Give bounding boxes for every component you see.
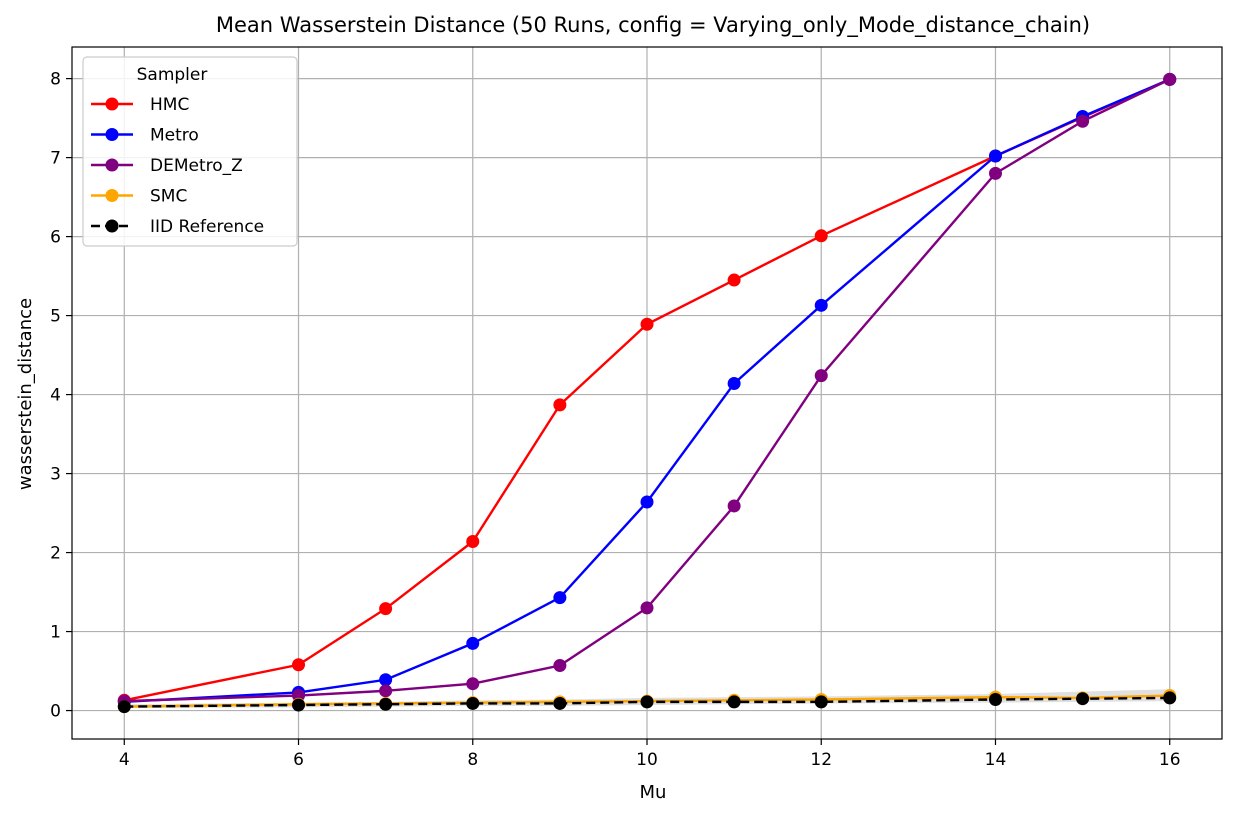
series-2-point [379, 684, 393, 698]
series-0-point [466, 535, 480, 549]
legend-item-2: DEMetro_Z [91, 156, 243, 176]
series-0-point [379, 602, 393, 616]
y-tick-label: 4 [50, 386, 61, 406]
series-2-point [640, 601, 654, 615]
series-1-point [553, 591, 567, 605]
y-tick-label: 7 [50, 149, 61, 169]
series-1-point [379, 673, 393, 687]
x-tick-label: 10 [636, 750, 658, 770]
series-2-point [988, 166, 1002, 180]
legend-box [82, 56, 298, 247]
chart-title: Mean Wasserstein Distance (50 Runs, conf… [216, 13, 1090, 38]
legend-label: SMC [150, 187, 187, 207]
y-axis-label: wasserstein_distance [15, 298, 36, 490]
series-0-point [292, 658, 306, 672]
y-tick-label: 0 [50, 702, 61, 722]
y-tick-label: 1 [50, 623, 61, 643]
series-2-point [466, 677, 480, 691]
x-tick-label: 12 [810, 750, 832, 770]
y-tick-label: 5 [50, 307, 61, 327]
series-2-point [1163, 72, 1177, 86]
series-0-point [727, 273, 741, 287]
x-tick-label: 16 [1159, 750, 1181, 770]
series-2 [117, 72, 1177, 708]
x-tick-label: 14 [985, 750, 1007, 770]
legend-title: Sampler [137, 65, 208, 85]
legend-item-3: SMC [91, 187, 187, 207]
x-tick-label: 4 [119, 750, 130, 770]
legend-item-1: Metro [91, 126, 199, 146]
legend-marker [105, 158, 119, 172]
series-1-point [814, 298, 828, 312]
series-0-point [553, 398, 567, 412]
legend-label: IID Reference [150, 217, 264, 237]
series-0-point [640, 317, 654, 331]
series-4-point [1076, 692, 1090, 706]
series-4-point [1163, 691, 1177, 705]
series-2-point [727, 499, 741, 513]
series-4-point [379, 697, 393, 711]
x-tick-label: 6 [293, 750, 304, 770]
series-4-point [640, 695, 654, 709]
series-4-point [292, 698, 306, 712]
series-4-point [988, 693, 1002, 707]
series-0-point [814, 229, 828, 243]
legend-marker [105, 97, 119, 111]
legend: Sampler HMC Metro DEMetro_Z SMC IID Reference [82, 56, 298, 247]
x-tick-label: 8 [467, 750, 478, 770]
series-4-point [727, 695, 741, 709]
x-axis-label: Mu [640, 782, 667, 803]
y-tick-label: 2 [50, 544, 61, 564]
series-1-point [988, 149, 1002, 163]
y-tick-label: 6 [50, 228, 61, 248]
series-4 [117, 691, 1177, 714]
y-tick-label: 3 [50, 465, 61, 485]
y-tick-label: 8 [50, 70, 61, 90]
series-4-point [117, 700, 131, 714]
series-2-point [814, 369, 828, 383]
legend-marker [105, 189, 119, 202]
series-4-point [814, 695, 828, 709]
series-1-point [727, 377, 741, 391]
series-1-point [466, 636, 480, 650]
legend-marker [105, 219, 119, 233]
series-2-point [1076, 114, 1090, 128]
series-1-point [640, 495, 654, 509]
legend-label: HMC [150, 95, 189, 115]
series-4-point [466, 696, 480, 710]
legend-label: Metro [150, 126, 199, 146]
legend-item-4: IID Reference [91, 217, 264, 237]
legend-marker [105, 128, 119, 141]
legend-label: DEMetro_Z [150, 156, 243, 176]
series-4-point [553, 696, 567, 710]
series-lines [117, 72, 1177, 714]
series-2-point [553, 659, 567, 673]
legend-item-0: HMC [91, 95, 189, 115]
